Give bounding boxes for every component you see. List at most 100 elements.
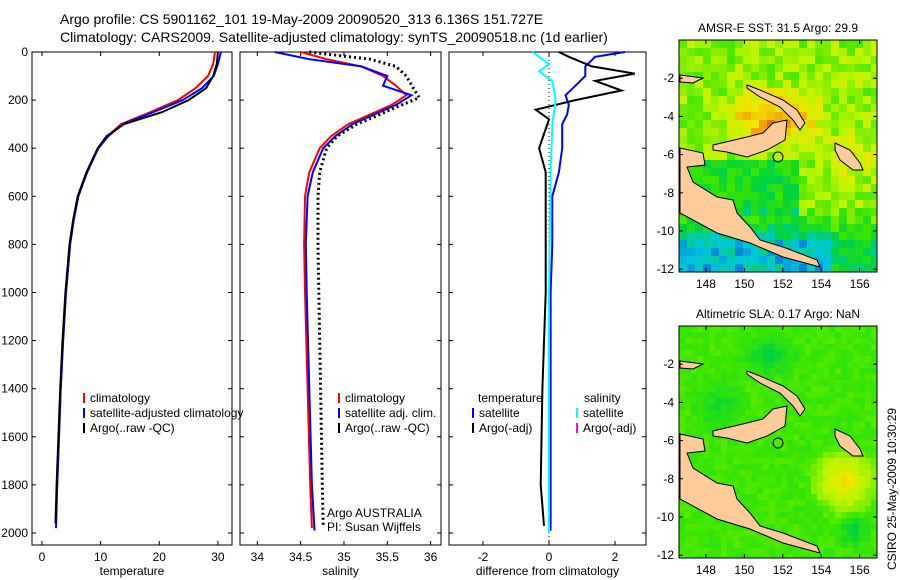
map-cell — [841, 518, 847, 524]
map-cell — [871, 128, 877, 136]
map-cell — [865, 512, 871, 518]
map-cell — [727, 168, 735, 176]
map-cell — [679, 128, 687, 136]
map-cell — [829, 548, 835, 554]
map-cell — [691, 350, 697, 356]
map-cell — [831, 104, 839, 112]
map-cell — [719, 48, 727, 56]
map-cell — [751, 542, 757, 548]
map-cell — [817, 548, 823, 554]
map-cell — [769, 404, 775, 410]
map-cell — [783, 72, 791, 80]
map-cell — [805, 428, 811, 434]
map-cell — [835, 530, 841, 536]
map-cell — [823, 104, 831, 112]
map-cell — [745, 488, 751, 494]
map-cell — [847, 392, 853, 398]
map-cell — [767, 152, 775, 160]
map-cell — [697, 404, 703, 410]
map-cell — [743, 120, 751, 128]
map-cell — [835, 524, 841, 530]
map-cell — [775, 104, 783, 112]
map-cell — [853, 530, 859, 536]
map-cell — [685, 356, 691, 362]
map-cell — [817, 506, 823, 512]
map-cell — [697, 524, 703, 530]
map-cell — [751, 152, 759, 160]
map-cell — [775, 362, 781, 368]
map-cell — [799, 434, 805, 440]
map-cell — [759, 152, 767, 160]
map-cell — [733, 386, 739, 392]
map-cell — [853, 482, 859, 488]
map-cell — [691, 344, 697, 350]
map-cell — [793, 338, 799, 344]
map-cell — [775, 446, 781, 452]
map-cell — [697, 464, 703, 470]
map-cell — [759, 128, 767, 136]
map-cell — [811, 464, 817, 470]
map-cell — [805, 506, 811, 512]
map-cell — [745, 530, 751, 536]
land-new-guinea — [679, 147, 821, 268]
y-tick-label: 200 — [8, 93, 28, 107]
map-cell — [799, 506, 805, 512]
map-cell — [831, 208, 839, 216]
map-cell — [719, 120, 727, 128]
map-cell — [841, 548, 847, 554]
map-cell — [783, 208, 791, 216]
map-cell — [703, 416, 709, 422]
map-cell — [855, 240, 863, 248]
map-cell — [679, 356, 685, 362]
map-cell — [829, 422, 835, 428]
map-cell — [859, 332, 865, 338]
map-cell — [735, 88, 743, 96]
map-cell — [859, 506, 865, 512]
map-cell — [839, 112, 847, 120]
map-cell — [679, 392, 685, 398]
map-cell — [841, 392, 847, 398]
map-cell — [815, 152, 823, 160]
land-new-guinea — [679, 433, 821, 554]
map-cell — [799, 48, 807, 56]
x-tick-label: 36 — [424, 550, 438, 564]
map-cell — [793, 452, 799, 458]
map-cell — [739, 392, 745, 398]
map-cell — [751, 112, 759, 120]
map-cell — [865, 428, 871, 434]
map-cell — [791, 160, 799, 168]
map-cell — [727, 374, 733, 380]
map-cell — [703, 240, 711, 248]
map-cell — [691, 338, 697, 344]
map-cell — [735, 48, 743, 56]
map-cell — [775, 332, 781, 338]
map-cell — [767, 56, 775, 64]
map-cell — [787, 410, 793, 416]
map-cell — [781, 506, 787, 512]
land-bougainville — [834, 428, 864, 457]
map-cell — [679, 554, 685, 558]
map-cell — [799, 482, 805, 488]
map-cell — [759, 64, 767, 72]
map-cell — [859, 380, 865, 386]
map-cell — [679, 416, 685, 422]
map-cell — [823, 344, 829, 350]
map-cell — [743, 56, 751, 64]
map-cell — [759, 168, 767, 176]
map-cell — [799, 476, 805, 482]
map-cell — [831, 40, 839, 48]
map-cell — [781, 374, 787, 380]
map-cell — [853, 518, 859, 524]
map-cell — [791, 128, 799, 136]
map-cell — [815, 200, 823, 208]
map-cell — [745, 410, 751, 416]
map-cell — [697, 452, 703, 458]
map-cell — [745, 350, 751, 356]
map-cell — [767, 112, 775, 120]
map-cell — [679, 224, 687, 232]
map-cell — [733, 440, 739, 446]
map-cell — [751, 48, 759, 56]
x-tick-label: 35 — [337, 550, 351, 564]
map-cell — [757, 494, 763, 500]
